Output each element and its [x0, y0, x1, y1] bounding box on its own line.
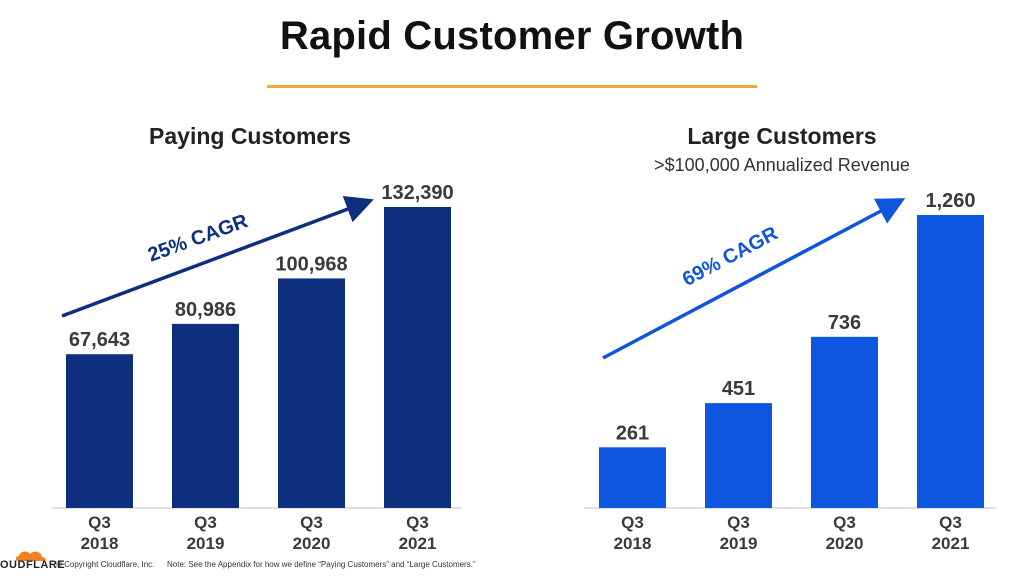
left-chart-title: Paying Customers: [149, 123, 351, 149]
bar: [278, 278, 345, 508]
bar-value-label: 67,643: [69, 329, 130, 351]
bar-value-label: 451: [722, 378, 755, 400]
cagr-annotation: 69% CAGR: [679, 222, 782, 291]
x-tick-label: Q3: [194, 513, 217, 532]
paying-customers-chart: 67,643 Q3 2018 80,986 Q3 2019 100,968 Q3 2020 132…: [52, 182, 462, 553]
bar: [599, 447, 666, 508]
x-tick-label: 2021: [932, 534, 970, 553]
bar: [66, 354, 133, 508]
bar-value-label: 80,986: [175, 299, 236, 321]
bar-value-label: 261: [616, 422, 649, 444]
brand-logo-text: OUDFLARE: [0, 559, 66, 571]
copyright-text: © Copyright Cloudflare, Inc.: [56, 560, 155, 569]
x-tick-label: Q3: [300, 513, 323, 532]
cloud-icon: [15, 551, 46, 561]
x-tick-label: Q3: [621, 513, 644, 532]
x-tick-label: 2018: [614, 534, 652, 553]
bar-value-label: 736: [828, 312, 861, 334]
x-tick-label: 2018: [81, 534, 119, 553]
right-chart-subtitle: >$100,000 Annualized Revenue: [654, 155, 910, 175]
x-tick-label: 2020: [826, 534, 864, 553]
x-tick-label: Q3: [88, 513, 111, 532]
bar-value-label: 1,260: [925, 190, 975, 212]
footer: OUDFLARE © Copyright Cloudflare, Inc. No…: [0, 548, 1024, 579]
bar-value-label: 100,968: [275, 253, 347, 275]
bar: [705, 403, 772, 508]
bar: [172, 323, 239, 508]
appendix-note: Note: See the Appendix for how we define…: [167, 560, 476, 569]
cagr-arrow: [61, 196, 374, 318]
bar: [384, 207, 451, 508]
title-underline: [267, 85, 757, 88]
bar-value-label: 132,390: [381, 182, 453, 204]
x-tick-label: Q3: [727, 513, 750, 532]
x-tick-label: 2020: [293, 534, 331, 553]
x-tick-label: Q3: [833, 513, 856, 532]
x-tick-label: Q3: [406, 513, 429, 532]
bar: [811, 336, 878, 508]
x-tick-label: 2021: [399, 534, 437, 553]
cagr-annotation: 25% CAGR: [145, 210, 251, 267]
right-chart-title: Large Customers: [687, 123, 877, 149]
x-tick-label: 2019: [187, 534, 225, 553]
large-customers-chart: 261 Q3 2018 451 Q3 2019 736 Q3 2020 1,260 Q3 2021 69…: [584, 190, 996, 553]
bar: [917, 215, 984, 508]
x-tick-label: 2019: [720, 534, 758, 553]
page-title: Rapid Customer Growth: [279, 14, 745, 58]
cagr-arrow: [602, 198, 906, 360]
x-tick-label: Q3: [939, 513, 962, 532]
